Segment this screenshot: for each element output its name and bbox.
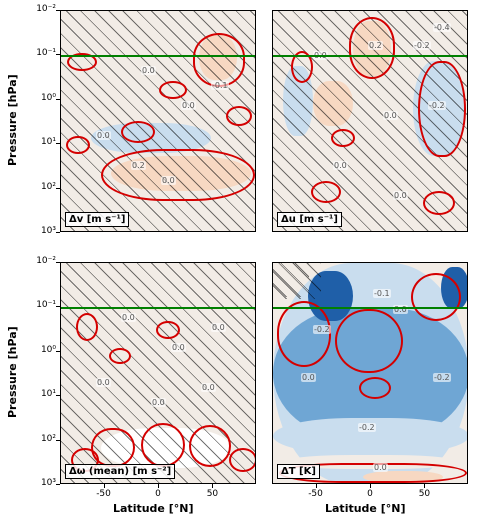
y-axis-label: Pressure [hPa] (6, 74, 19, 166)
x-tick-label: 0 (360, 489, 380, 499)
x-tick-label: 0 (148, 489, 168, 499)
contour-label: -0.2 (433, 373, 451, 382)
panel-C: 0.0 0.0 0.0 0.0 0.0 0.0 Δω (mean) [m s⁻²] (60, 262, 256, 484)
y-tick-label: 10² (24, 182, 56, 192)
significance-outline (311, 181, 341, 203)
contour-label: -0.1 (373, 289, 391, 298)
significance-outline (141, 423, 185, 467)
panel-A: 0.0 0.0 0.0 -0.1 0.2 0.0 Δv [m s⁻¹] (60, 10, 256, 232)
contour-label: 0.0 (333, 161, 348, 170)
contour-label: -0.2 (413, 41, 431, 50)
y-tick-label: 10³ (24, 478, 56, 488)
contour-label: 0.0 (373, 463, 388, 472)
significance-outline (335, 309, 403, 373)
contour-label: -0.2 (313, 325, 331, 334)
x-tick-label: -50 (306, 489, 326, 499)
contour-label: -0.4 (433, 23, 451, 32)
significance-outline (277, 301, 331, 367)
contour-label: 0.0 (121, 313, 136, 322)
reference-line (273, 307, 467, 309)
panel-label: Δv [m s⁻¹] (65, 212, 129, 227)
significance-outline (359, 377, 391, 399)
significance-outline (229, 448, 256, 472)
significance-outline (101, 149, 255, 201)
reference-line (61, 55, 255, 57)
contour-label: 0.2 (131, 161, 146, 170)
x-tick-label: 50 (414, 489, 434, 499)
reference-line (273, 55, 467, 57)
significance-outline (109, 348, 131, 364)
panel-B: 0.00.2-0.2-0.40.0-0.20.00.0Δu [m s⁻¹] (272, 10, 468, 232)
x-axis-label: Latitude [°N] (113, 502, 193, 515)
significance-outline (226, 106, 252, 126)
contour-label: 0.0 (96, 131, 111, 140)
contour-label: -0.2 (358, 423, 376, 432)
contour-label: 0.0 (211, 323, 226, 332)
contour-label: 0.0 (151, 398, 166, 407)
fill-patch (81, 353, 111, 393)
panel-D: -0.10.0-0.2-0.20.0-0.20.0ΔT [K] (272, 262, 468, 484)
reference-line (61, 307, 255, 309)
contour-label: 0.0 (181, 101, 196, 110)
contour-label: 0.0 (201, 383, 216, 392)
panel-label: ΔT [K] (277, 464, 320, 479)
x-axis-label: Latitude [°N] (325, 502, 405, 515)
contour-label: -0.2 (428, 101, 446, 110)
contour-label: 0.0 (161, 176, 176, 185)
x-tick-label: 50 (202, 489, 222, 499)
contour-label: 0.2 (368, 41, 383, 50)
contour-label: -0.1 (211, 81, 229, 90)
contour-label: 0.0 (393, 305, 408, 314)
y-tick-label: 10² (24, 434, 56, 444)
fill-patch (313, 81, 353, 126)
contour-label: 0.0 (301, 373, 316, 382)
fill-patch (81, 71, 121, 101)
y-tick-label: 10⁻¹ (24, 48, 56, 58)
contour-label: 0.0 (383, 111, 398, 120)
significance-outline (156, 321, 180, 339)
panel-label: Δω (mean) [m s⁻²] (65, 464, 175, 479)
y-tick-label: 10¹ (24, 137, 56, 147)
significance-outline (411, 273, 461, 321)
y-tick-label: 10⁰ (24, 93, 56, 103)
significance-outline (159, 81, 187, 99)
y-tick-label: 10³ (24, 226, 56, 236)
contour-label: 0.0 (141, 66, 156, 75)
significance-outline (76, 313, 98, 341)
contour-label: 0.0 (171, 343, 186, 352)
significance-outline (331, 129, 355, 147)
y-tick-label: 10⁻² (24, 256, 56, 266)
significance-outline (189, 425, 231, 467)
significance-outline (121, 121, 155, 143)
y-axis-label: Pressure [hPa] (6, 326, 19, 418)
contour-label: 0.0 (96, 378, 111, 387)
contour-label: 0.0 (393, 191, 408, 200)
figure: 0.00.00.0-0.10.20.0Δv [m s⁻¹]10⁻²10⁻¹10⁰… (0, 0, 500, 507)
y-tick-label: 10¹ (24, 389, 56, 399)
y-tick-label: 10⁻¹ (24, 300, 56, 310)
y-tick-label: 10⁰ (24, 345, 56, 355)
panel-label: Δu [m s⁻¹] (277, 212, 342, 227)
significance-outline (423, 191, 455, 215)
significance-outline (193, 33, 245, 87)
y-tick-label: 10⁻² (24, 4, 56, 14)
x-tick-label: -50 (94, 489, 114, 499)
significance-outline (66, 136, 90, 154)
